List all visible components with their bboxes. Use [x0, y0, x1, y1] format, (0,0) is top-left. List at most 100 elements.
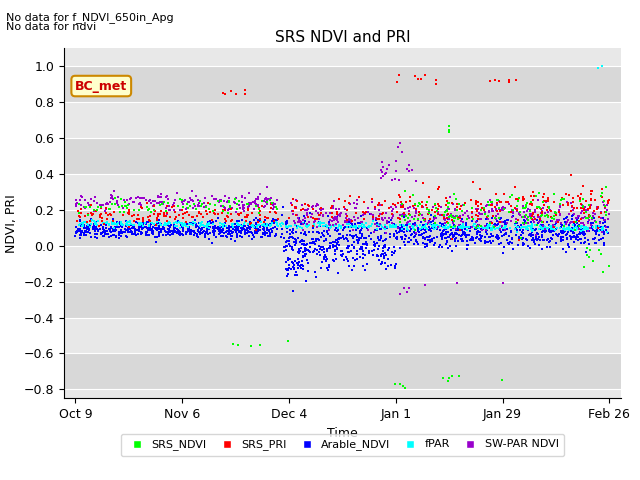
Point	[357, 230, 367, 238]
Point	[595, 219, 605, 227]
Point	[548, 223, 559, 230]
Point	[176, 219, 186, 227]
Point	[244, 189, 254, 197]
Point	[376, 250, 387, 257]
Point	[477, 232, 487, 240]
Point	[175, 224, 185, 231]
Point	[456, 224, 466, 231]
Point	[116, 222, 126, 230]
Point	[569, 233, 579, 241]
Point	[198, 227, 209, 235]
Point	[271, 218, 281, 226]
Point	[259, 219, 269, 227]
Point	[183, 223, 193, 231]
Point	[261, 198, 271, 206]
Point	[115, 229, 125, 237]
Point	[138, 217, 148, 225]
Point	[548, 222, 559, 229]
Point	[401, 213, 411, 220]
Point	[220, 206, 230, 214]
Point	[348, 254, 358, 262]
Point	[101, 224, 111, 231]
Point	[358, 240, 368, 248]
Point	[471, 218, 481, 226]
Point	[536, 245, 547, 253]
Point	[540, 213, 550, 220]
Point	[429, 220, 439, 228]
Point	[314, 235, 324, 242]
Point	[99, 228, 109, 236]
Point	[437, 220, 447, 228]
Point	[194, 208, 204, 216]
Point	[388, 205, 399, 213]
Point	[458, 219, 468, 227]
Point	[267, 199, 277, 207]
Point	[97, 201, 107, 208]
Point	[239, 220, 250, 228]
Point	[422, 226, 432, 233]
Point	[458, 230, 468, 238]
Point	[540, 209, 550, 216]
Point	[599, 241, 609, 249]
Point	[584, 211, 594, 219]
Point	[538, 198, 548, 206]
Point	[235, 227, 245, 235]
Point	[298, 216, 308, 224]
Point	[482, 220, 492, 228]
Point	[566, 171, 577, 179]
Point	[537, 226, 547, 233]
Point	[321, 256, 331, 264]
Point	[466, 223, 476, 231]
Point	[308, 225, 318, 232]
Point	[451, 242, 461, 250]
Point	[460, 224, 470, 231]
Point	[149, 202, 159, 210]
Point	[452, 203, 462, 211]
Point	[551, 210, 561, 217]
Point	[582, 205, 593, 213]
Point	[108, 225, 118, 233]
Point	[335, 222, 346, 230]
Point	[143, 218, 153, 226]
Point	[453, 237, 463, 245]
Point	[228, 220, 238, 228]
Point	[397, 226, 407, 233]
Point	[600, 183, 611, 191]
Point	[237, 226, 247, 234]
Point	[253, 195, 263, 203]
Point	[185, 194, 195, 202]
Point	[588, 223, 598, 231]
Point	[102, 227, 112, 234]
Point	[389, 243, 399, 251]
Point	[358, 254, 369, 262]
Point	[456, 217, 467, 225]
Point	[172, 222, 182, 229]
Point	[323, 264, 333, 272]
Point	[189, 228, 199, 235]
Point	[490, 222, 500, 230]
Point	[503, 240, 513, 247]
Point	[195, 230, 205, 238]
Point	[521, 219, 531, 227]
Point	[438, 226, 449, 233]
Point	[288, 226, 298, 234]
Point	[528, 226, 538, 234]
Point	[116, 228, 127, 236]
Point	[386, 223, 396, 231]
Point	[332, 216, 342, 224]
Point	[75, 217, 85, 225]
Point	[585, 204, 595, 212]
Point	[81, 228, 91, 236]
Point	[197, 229, 207, 237]
Point	[328, 202, 338, 209]
Point	[455, 215, 465, 222]
Point	[598, 198, 608, 205]
Point	[580, 213, 591, 221]
Point	[330, 251, 340, 258]
Point	[492, 200, 502, 207]
Point	[431, 76, 441, 84]
Point	[141, 199, 152, 206]
Point	[481, 227, 492, 234]
Point	[347, 223, 357, 231]
Point	[484, 201, 494, 208]
